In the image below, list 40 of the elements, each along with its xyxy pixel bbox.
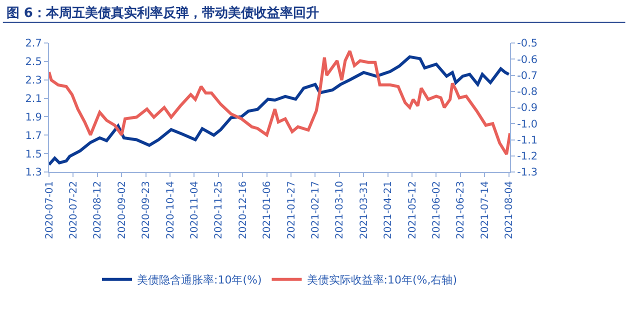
x-tick-label: 2021-01-27 [286,181,298,240]
x-tick-label: 2020-08-12 [92,181,104,240]
y-tick-label: 1.9 [25,111,42,124]
y-tick-label: 2.5 [25,56,42,68]
legend-label: 美债实际收益率:10年(%,右轴) [306,274,457,287]
x-tick-label: 2021-03-10 [334,181,346,240]
x-tick-label: 2021-07-14 [480,181,491,240]
x-tick-label: 2021-08-04 [504,181,516,240]
x-tick-label: 2020-11-04 [189,181,200,240]
x-tick-label: 2021-02-17 [310,181,322,240]
x-tick-label: 2020-10-14 [165,181,176,240]
x-tick-label: 2021-05-12 [407,181,418,240]
y-tick-label: 2.3 [25,74,42,87]
chart-title: 图 6：本周五美债真实利率反弹，带动美债收益率回升 [6,4,319,21]
x-tick-label: 2020-07-01 [44,181,56,240]
y2-tick-label: -0.7 [517,70,538,82]
x-tick-label: 2020-11-25 [214,181,225,240]
x-tick-label: 2020-07-22 [68,181,80,240]
x-tick-label: 2021-03-31 [358,181,370,240]
y-tick-label: 2.7 [25,38,42,50]
y2-tick-label: -0.8 [517,86,538,98]
y2-tick-label: -1.2 [517,150,538,163]
x-tick-label: 2020-09-23 [141,181,152,240]
x-tick-label: 2021-06-02 [431,181,442,240]
y2-tick-label: -0.5 [517,38,538,50]
y-tick-label: 1.5 [25,148,42,160]
y2-tick-label: -1.1 [517,134,538,146]
y2-tick-label: -1.0 [517,118,538,130]
y-tick-label: 2.1 [25,92,42,105]
legend-label: 美债隐含通胀率:10年(%) [137,274,262,287]
y-tick-label: 1.3 [25,166,42,179]
y2-tick-label: -1.3 [517,166,538,179]
x-tick-label: 2020-12-16 [238,181,249,240]
y2-tick-label: -0.6 [517,54,538,66]
x-tick-label: 2021-01-06 [262,181,274,240]
y2-tick-label: -0.9 [517,102,538,114]
x-tick-label: 2021-04-21 [383,181,394,240]
x-tick-label: 2020-09-02 [116,181,128,240]
y-tick-label: 1.7 [25,130,42,142]
x-tick-label: 2021-06-23 [456,181,467,240]
